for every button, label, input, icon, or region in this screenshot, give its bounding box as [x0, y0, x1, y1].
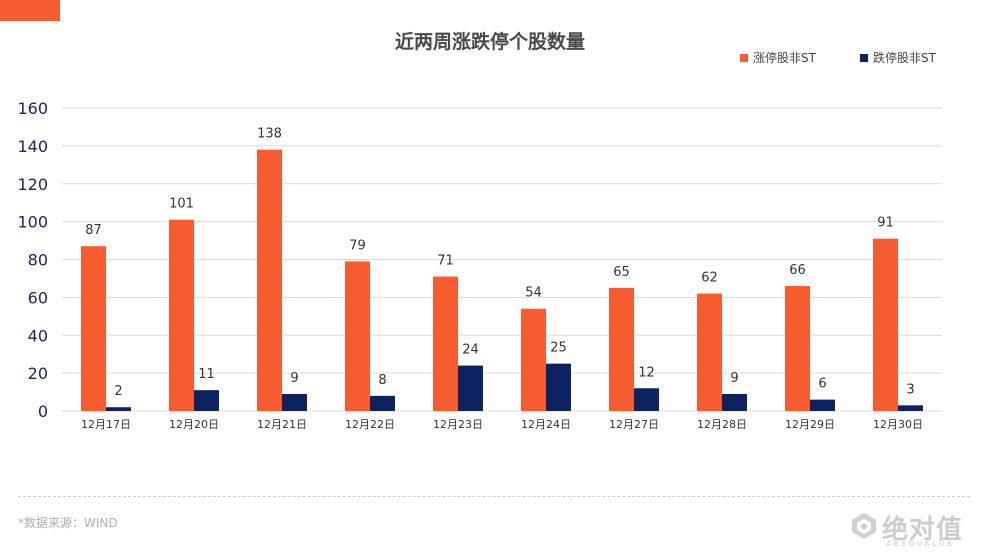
chart-title: 近两周涨跌停个股数量: [395, 30, 585, 53]
bar-limit-down: [370, 395, 395, 411]
data-label: 12: [638, 365, 655, 380]
y-tick-label: 140: [17, 137, 48, 156]
bar-limit-up: [257, 149, 282, 411]
chart-legend: 涨停股非ST 跌停股非ST: [740, 50, 937, 65]
bar-limit-up: [169, 219, 194, 411]
x-tick-label: 12月22日: [345, 418, 395, 431]
bar-limit-up: [697, 293, 722, 411]
bar-limit-up: [81, 246, 106, 411]
bar-limit-down: [898, 405, 923, 411]
bar-limit-down: [634, 388, 659, 411]
brand-logo: 绝对值 ABSOVALUE: [850, 508, 980, 548]
y-axis: 0 20 40 60 80 100 120 140 160: [17, 99, 48, 421]
data-label: 24: [462, 343, 479, 358]
bar-limit-down: [722, 393, 747, 411]
data-label: 9: [290, 371, 298, 386]
data-label: 2: [114, 384, 122, 399]
data-label: 6: [818, 377, 826, 392]
x-tick-label: 12月17日: [81, 418, 131, 431]
bar-limit-up: [873, 238, 898, 411]
x-tick-label: 12月29日: [785, 418, 835, 431]
data-source-note: *数据来源：WIND: [18, 516, 118, 530]
bar-limit-up: [785, 286, 810, 411]
data-label: 25: [550, 341, 567, 356]
y-tick-label: 40: [28, 326, 48, 345]
corner-accent-tab: [0, 0, 60, 21]
y-tick-label: 120: [17, 175, 48, 194]
logo-subtitle: ABSOVALUE: [886, 540, 955, 548]
y-tick-label: 80: [28, 251, 48, 270]
bar-chart: 近两周涨跌停个股数量 涨停股非ST 跌停股非ST 0 20 40 60 80 100 120 1…: [17, 30, 942, 431]
x-tick-label: 12月30日: [873, 418, 923, 431]
data-label: 71: [437, 254, 454, 269]
data-label: 3: [906, 382, 914, 397]
x-axis: 12月17日 12月20日 12月21日 12月22日 12月23日 12月24日 12月2…: [81, 418, 923, 431]
x-tick-label: 12月23日: [433, 418, 483, 431]
data-label: 8: [378, 373, 386, 388]
data-label: 79: [349, 238, 366, 253]
y-tick-label: 160: [17, 99, 48, 118]
x-tick-label: 12月24日: [521, 418, 571, 431]
y-tick-label: 60: [28, 288, 48, 307]
y-tick-label: 0: [38, 402, 48, 421]
bar-limit-up: [609, 287, 634, 411]
bar-limit-up: [433, 276, 458, 411]
bar-limit-down: [106, 407, 131, 411]
logo-name: 绝对值: [882, 515, 964, 545]
bar-limit-down: [546, 363, 571, 411]
data-label: 66: [789, 263, 806, 278]
y-tick-label: 100: [17, 213, 48, 232]
legend-swatch: [740, 54, 748, 62]
x-tick-label: 12月27日: [609, 418, 659, 431]
bar-limit-down: [194, 390, 219, 411]
bar-limit-down: [282, 393, 307, 411]
data-label: 9: [730, 371, 738, 386]
data-label: 101: [169, 197, 194, 212]
data-label: 91: [877, 216, 894, 231]
data-label: 138: [257, 127, 282, 142]
y-tick-label: 20: [28, 364, 48, 383]
logo-mark-icon: [852, 513, 876, 539]
data-label: 11: [198, 367, 215, 382]
legend-label: 跌停股非ST: [873, 50, 937, 65]
data-label: 65: [613, 265, 630, 280]
bar-limit-down: [810, 399, 835, 411]
x-tick-label: 12月28日: [697, 418, 747, 431]
bar-limit-up: [345, 261, 370, 411]
data-label: 62: [701, 271, 718, 286]
bar-limit-down: [458, 365, 483, 411]
x-tick-label: 12月20日: [169, 418, 219, 431]
legend-swatch: [860, 54, 868, 62]
x-tick-label: 12月21日: [257, 418, 307, 431]
footer-divider: [18, 496, 970, 497]
bar-limit-up: [521, 308, 546, 411]
data-label: 54: [525, 286, 542, 301]
legend-label: 涨停股非ST: [753, 50, 817, 65]
data-label: 87: [85, 223, 102, 238]
